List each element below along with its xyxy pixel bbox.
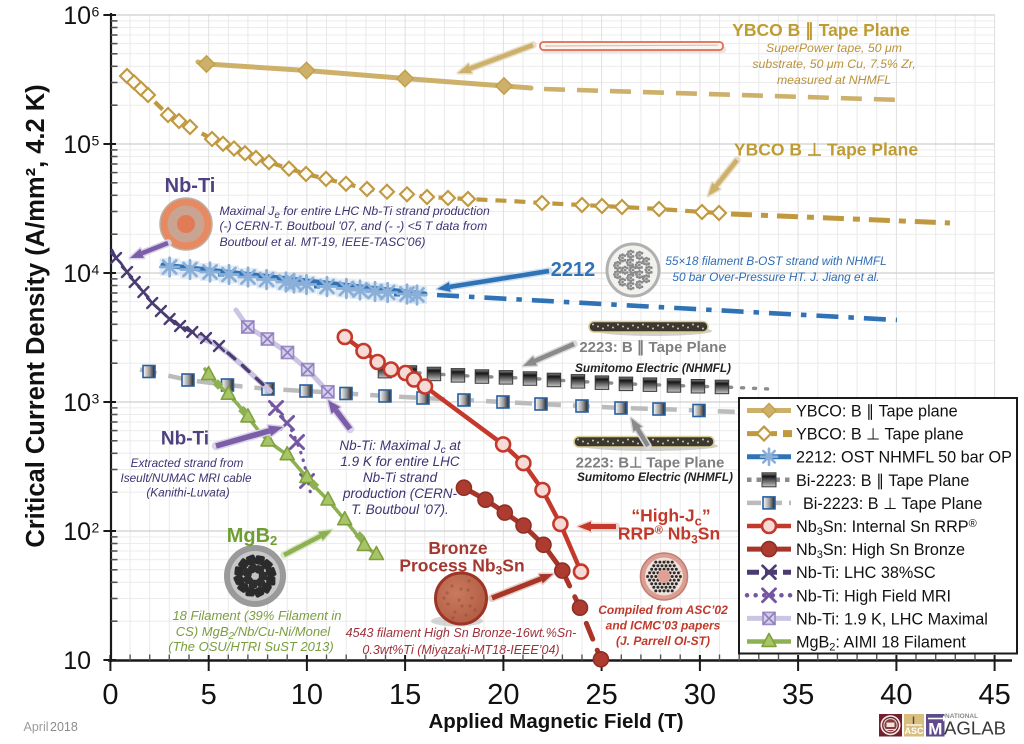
- svg-text:2212: 2212: [551, 259, 596, 281]
- svg-text:AGLAB: AGLAB: [944, 718, 1006, 739]
- svg-text:6: 6: [92, 4, 100, 20]
- svg-text:4: 4: [92, 262, 100, 278]
- svg-text:CS) MgB2/Nb/Cu-Ni/Monel: CS) MgB2/Nb/Cu-Ni/Monel: [176, 624, 331, 642]
- svg-text:Critical Current Density (A/mm: Critical Current Density (A/mm², 4.2 K): [22, 84, 50, 547]
- svg-text:Applied Magnetic Field (T): Applied Magnetic Field (T): [428, 710, 683, 733]
- svg-text:(-) CERN-T. Boutboul '07, an: (-) CERN-T. Boutboul '07, and (- -) <5 T…: [220, 219, 488, 233]
- svg-text:3: 3: [92, 391, 100, 407]
- svg-text:4543 filament High Sn Bronze-1: 4543 filament High Sn Bronze-16wt.%Sn-: [346, 626, 577, 640]
- svg-text:MgB2: MgB2: [227, 525, 278, 548]
- svg-text:Sumitomo Electric (NHMFL): Sumitomo Electric (NHMFL): [575, 361, 731, 375]
- svg-text:Bi-2223: B ⊥ Tape Plane: Bi-2223: B ⊥ Tape Plane: [803, 495, 982, 513]
- svg-text:Nb-Ti: Nb-Ti: [165, 175, 216, 197]
- svg-text:25: 25: [585, 679, 617, 711]
- svg-text:10: 10: [63, 518, 91, 546]
- svg-text:10: 10: [63, 131, 91, 159]
- svg-text:Nb3Sn: Internal Sn RRP®: Nb3Sn: Internal Sn RRP®: [796, 518, 977, 538]
- svg-text:2212: OST NHMFL 50 bar OP: 2212: OST NHMFL 50 bar OP: [796, 449, 1012, 467]
- svg-text:(Kanithi-Luvata): (Kanithi-Luvata): [146, 486, 229, 500]
- svg-text:20: 20: [487, 679, 519, 711]
- svg-text:10: 10: [291, 679, 323, 711]
- svg-text:M: M: [928, 720, 942, 739]
- svg-text:10: 10: [63, 647, 91, 675]
- svg-text:5: 5: [201, 679, 217, 711]
- svg-text:and ICMC’03 papers: and ICMC’03 papers: [606, 619, 721, 633]
- svg-text:“High-Jc”: “High-Jc”: [631, 506, 710, 529]
- svg-text:SuperPower tape, 50 μm: SuperPower tape, 50 μm: [766, 41, 902, 55]
- svg-text:Sumitomo Electric (NHMFL): Sumitomo Electric (NHMFL): [577, 470, 733, 484]
- svg-text:2: 2: [92, 520, 100, 536]
- svg-text:Boutboul et al. MT-19, IEEE-TA: Boutboul et al. MT-19, IEEE-TASC’06): [220, 235, 426, 249]
- svg-text:Bronze: Bronze: [428, 538, 488, 558]
- svg-text:1.9 K for entire LHC: 1.9 K for entire LHC: [340, 454, 460, 469]
- svg-text:Nb3Sn: High Sn Bronze: Nb3Sn: High Sn Bronze: [796, 541, 965, 561]
- svg-text:2018: 2018: [50, 720, 78, 734]
- svg-text:Nb-Ti: High Field MRI: Nb-Ti: High Field MRI: [796, 587, 951, 605]
- svg-text:0: 0: [102, 679, 118, 711]
- svg-text:Bi-2223: B ∥ Tape Plane: Bi-2223: B ∥ Tape Plane: [796, 472, 969, 490]
- svg-text:substrate, 50 μm Cu, 7.5% Zr,: substrate, 50 μm Cu, 7.5% Zr,: [752, 57, 915, 71]
- svg-text:0.3wt%Ti (Miyazaki-MT18-IEEE’0: 0.3wt%Ti (Miyazaki-MT18-IEEE’04): [362, 643, 559, 657]
- svg-text:YBCO: B ∥ Tape plane: YBCO: B ∥ Tape plane: [796, 403, 958, 421]
- svg-text:T. Boutboul '07).: T. Boutboul '07).: [351, 502, 448, 517]
- svg-text:10: 10: [63, 260, 91, 288]
- svg-text:18 Filament (39% Filament in: 18 Filament (39% Filament in: [172, 608, 341, 623]
- svg-text:40: 40: [880, 679, 912, 711]
- svg-text:15: 15: [389, 679, 421, 711]
- svg-text:Process Nb3Sn: Process Nb3Sn: [399, 556, 524, 578]
- svg-text:Extracted strand from: Extracted strand from: [131, 456, 244, 470]
- svg-text:35: 35: [782, 679, 814, 711]
- svg-text:Maximal Je for entire LHC Nb-T: Maximal Je for entire LHC Nb-Ti strand p…: [220, 204, 491, 221]
- svg-text:MgB2: AIMI 18 Filament: MgB2: AIMI 18 Filament: [796, 634, 966, 654]
- svg-text:10: 10: [63, 389, 91, 417]
- svg-text:(The OSU/HTRI SuST 2013): (The OSU/HTRI SuST 2013): [168, 639, 333, 654]
- svg-text:Nb-Ti: LHC 38%SC: Nb-Ti: LHC 38%SC: [796, 564, 936, 582]
- svg-text:Nb-Ti strand: Nb-Ti strand: [363, 470, 438, 485]
- svg-text:YBCO B ∥ Tape Plane: YBCO B ∥ Tape Plane: [732, 20, 910, 41]
- svg-text:30: 30: [684, 679, 716, 711]
- svg-text:Nb-Ti: Nb-Ti: [161, 429, 209, 450]
- svg-text:Iseult/NUMAC MRI cable: Iseult/NUMAC MRI cable: [120, 471, 252, 485]
- svg-text:ASC: ASC: [904, 726, 924, 736]
- svg-text:55×18 filament B-OST strand wi: 55×18 filament B-OST strand with NHMFL: [665, 254, 886, 268]
- svg-text:Nb-Ti: Maximal Jc at: Nb-Ti: Maximal Jc at: [339, 438, 461, 456]
- svg-text:YBCO B ⊥ Tape Plane: YBCO B ⊥ Tape Plane: [734, 140, 918, 160]
- svg-text:5: 5: [92, 133, 100, 149]
- svg-text:April: April: [24, 720, 49, 734]
- svg-text:measured at NHMFL: measured at NHMFL: [777, 73, 891, 87]
- svg-text:2223: B⊥ Tape Plane: 2223: B⊥ Tape Plane: [576, 455, 725, 472]
- svg-text:NATIONAL: NATIONAL: [945, 713, 978, 720]
- svg-text:Nb-Ti: 1.9 K, LHC Maximal: Nb-Ti: 1.9 K, LHC Maximal: [796, 610, 988, 628]
- svg-text:production (CERN-: production (CERN-: [342, 486, 458, 501]
- svg-text:2223: B ∥ Tape Plane: 2223: B ∥ Tape Plane: [579, 339, 726, 356]
- svg-text:10: 10: [63, 2, 91, 30]
- svg-text:45: 45: [978, 679, 1010, 711]
- svg-text:RRP® Nb3Sn: RRP® Nb3Sn: [618, 524, 720, 547]
- svg-text:50 bar Over-Pressure HT. J. J: 50 bar Over-Pressure HT. J. Jiang et al.: [672, 270, 879, 284]
- svg-text:Compiled from ASC’02: Compiled from ASC’02: [598, 603, 728, 617]
- svg-text:(J. Parrell OI-ST): (J. Parrell OI-ST): [616, 634, 710, 648]
- svg-text:YBCO: B ⊥ Tape plane: YBCO: B ⊥ Tape plane: [796, 426, 964, 444]
